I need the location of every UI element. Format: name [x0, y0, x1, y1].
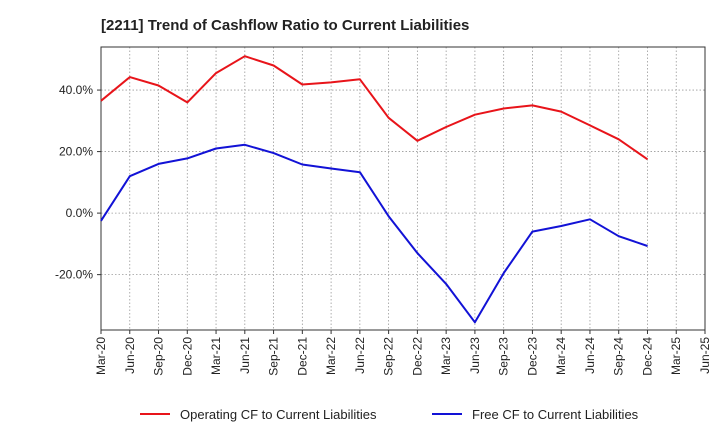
x-tick-label: Sep-21	[267, 337, 281, 376]
x-tick-label: Mar-24	[554, 337, 568, 375]
x-tick-label: Jun-24	[583, 337, 597, 374]
y-tick-labels: -20.0% 0.0% 20.0% 40.0%	[55, 83, 93, 282]
axes	[97, 46, 706, 334]
x-tick-label: Dec-22	[410, 337, 424, 376]
y-tick-label: 40.0%	[59, 83, 93, 97]
y-tick-label: -20.0%	[55, 268, 93, 282]
series-line-operating-cf	[100, 55, 649, 161]
legend-label-free-cf: Free CF to Current Liabilities	[472, 407, 639, 422]
series-lines	[100, 55, 649, 324]
x-tick-label: Dec-20	[180, 337, 194, 376]
x-tick-label: Mar-25	[669, 337, 683, 375]
x-tick-label: Dec-23	[525, 337, 539, 376]
plot-area-frame	[100, 46, 706, 331]
y-tick-label: 0.0%	[66, 206, 94, 220]
series-line-free-cf	[100, 143, 648, 324]
x-tick-label: Mar-20	[94, 337, 108, 375]
x-tick-label: Dec-21	[295, 337, 309, 376]
x-tick-label: Sep-23	[497, 337, 511, 376]
x-tick-labels: Mar-20 Jun-20 Sep-20 Dec-20 Mar-21 Jun-21 Sep-…	[94, 337, 712, 376]
legend-label-operating-cf: Operating CF to Current Liabilities	[180, 407, 377, 422]
x-tick-label: Mar-23	[439, 337, 453, 375]
x-tick-label: Sep-20	[152, 337, 166, 376]
x-tick-label: Jun-25	[698, 337, 712, 374]
x-tick-label: Sep-24	[612, 337, 626, 376]
x-tick-label: Jun-20	[123, 337, 137, 374]
x-tick-label: Mar-21	[209, 337, 223, 375]
x-tick-label: Dec-24	[640, 337, 654, 376]
x-tick-label: Jun-23	[468, 337, 482, 374]
chart-title: [2211] Trend of Cashflow Ratio to Curren…	[101, 17, 469, 34]
legend: Operating CF to Current Liabilities Free …	[140, 407, 639, 422]
y-tick-label: 20.0%	[59, 145, 93, 159]
x-tick-label: Jun-22	[353, 337, 367, 374]
x-tick-label: Mar-22	[324, 337, 338, 375]
x-tick-label: Jun-21	[238, 337, 252, 374]
gridlines	[100, 47, 706, 330]
x-tick-label: Sep-22	[382, 337, 396, 376]
